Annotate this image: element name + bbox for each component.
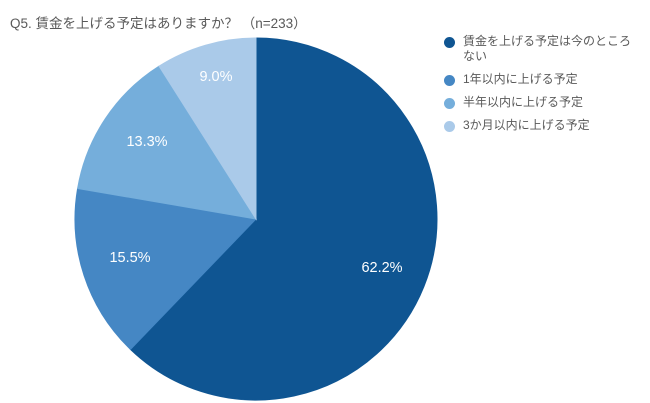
svg-text:62.2%: 62.2%	[361, 260, 402, 276]
svg-text:13.3%: 13.3%	[126, 134, 167, 150]
svg-text:9.0%: 9.0%	[199, 69, 232, 85]
svg-text:15.5%: 15.5%	[109, 250, 150, 266]
